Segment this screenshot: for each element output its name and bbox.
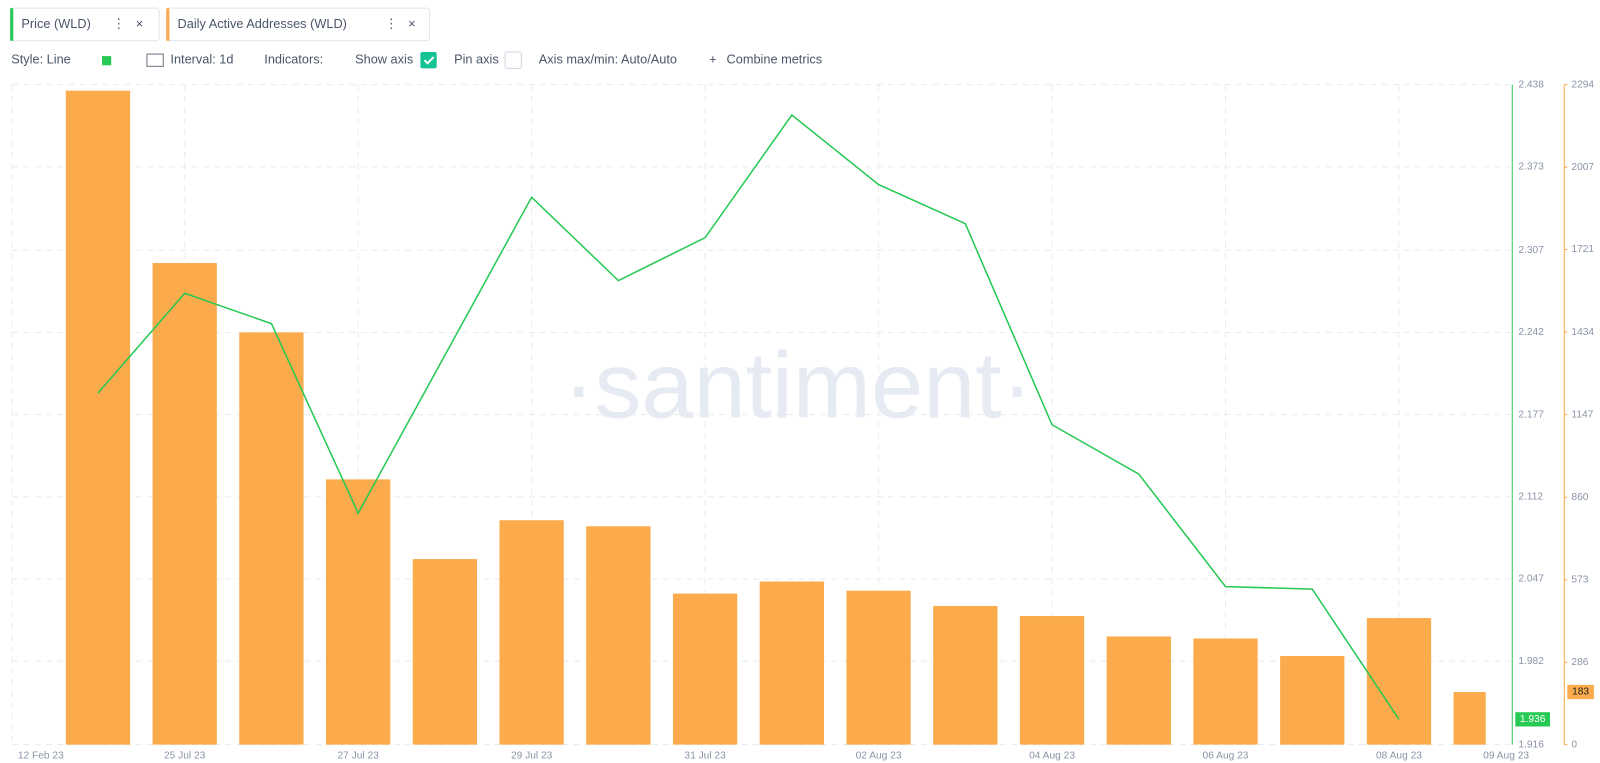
y2-tick-label: 1147: [1571, 409, 1593, 420]
tab-close[interactable]: ×: [408, 16, 415, 31]
bar: [1106, 636, 1171, 745]
bar: [933, 605, 998, 745]
bar: [672, 593, 738, 745]
bar: [1280, 656, 1345, 745]
y-tick-label: 1.982: [1518, 656, 1544, 667]
x-tick-label: 02 Aug 23: [856, 751, 902, 762]
x-start-label: 12 Feb 23: [18, 751, 64, 762]
y-tick-label: 2.242: [1518, 327, 1544, 338]
style-control[interactable]: Style: Line: [11, 52, 71, 67]
bar: [1019, 616, 1085, 745]
bar: [326, 479, 391, 745]
y-tick-label: 2.112: [1518, 492, 1543, 503]
x-tick-label: 25 Jul 23: [164, 751, 206, 762]
x-tick-label: 06 Aug 23: [1203, 751, 1249, 762]
bar: [239, 332, 304, 745]
bar: [586, 526, 651, 745]
pin-axis-checkbox[interactable]: [504, 51, 522, 69]
last-price-badge: [1515, 712, 1550, 727]
bar: [1453, 691, 1486, 745]
tab-label: Daily Active Addresses (WLD): [178, 16, 347, 31]
y-tick-label: 1.916: [1518, 739, 1544, 750]
y2-tick-label: 573: [1571, 574, 1588, 585]
y-tick-label: 2.373: [1518, 162, 1544, 173]
last-dau-badge: [1567, 684, 1594, 700]
tab-accent: [166, 8, 170, 41]
y2-tick-label: 860: [1571, 492, 1588, 503]
bar: [499, 520, 564, 745]
x-tick-label: 31 Jul 23: [684, 751, 726, 762]
check-icon: [423, 56, 435, 65]
tab-menu[interactable]: ⋮: [385, 16, 398, 31]
pin-axis-label: Pin axis: [454, 52, 499, 67]
tab-close[interactable]: ×: [136, 16, 143, 31]
interval-control[interactable]: Interval: 1d: [170, 52, 233, 67]
show-axis-checkbox[interactable]: [420, 52, 437, 69]
y2-tick-label: 286: [1571, 657, 1588, 668]
bar: [1366, 618, 1432, 745]
bars: [65, 90, 1486, 745]
y-tick-label: 2.177: [1518, 409, 1544, 420]
x-tick-label: 09 Aug 23: [1483, 751, 1529, 762]
y2-tick-label: 0: [1571, 739, 1577, 750]
axis-minmax-control[interactable]: Axis max/min: Auto/Auto: [539, 52, 677, 67]
price-line: [97, 113, 1400, 720]
x-tick-label: 27 Jul 23: [337, 751, 379, 762]
last-price-label: 1.936: [1520, 714, 1546, 725]
interval-icon: [146, 53, 164, 67]
bar: [846, 590, 911, 745]
bar: [1193, 638, 1258, 745]
y2-tick-label: 1434: [1571, 327, 1594, 338]
show-axis-label: Show axis: [355, 52, 413, 67]
bar: [412, 559, 478, 745]
y2-tick-label: 2007: [1571, 162, 1594, 173]
x-tick-label: 04 Aug 23: [1029, 751, 1075, 762]
x-tick-label: 29 Jul 23: [511, 751, 553, 762]
tab-menu[interactable]: ⋮: [112, 16, 125, 31]
bar: [65, 90, 131, 745]
y2-tick-label: 2294: [1571, 79, 1594, 90]
color-swatch[interactable]: [102, 56, 112, 66]
y2-tick-label: 1721: [1571, 244, 1594, 255]
combine-metrics[interactable]: Combine metrics: [727, 52, 823, 67]
plus-icon: +: [709, 52, 716, 67]
tab-label: Price (WLD): [21, 16, 90, 31]
y-tick-label: 2.307: [1518, 245, 1544, 256]
tab-accent: [10, 8, 14, 41]
watermark: ·santiment·: [563, 333, 1033, 438]
y-tick-label: 2.438: [1518, 79, 1544, 90]
y-tick-label: 2.047: [1518, 574, 1544, 585]
bar: [152, 263, 217, 745]
last-dau-label: 183: [1572, 687, 1589, 698]
bar: [759, 581, 824, 745]
x-tick-label: 08 Aug 23: [1376, 751, 1422, 762]
indicators-control[interactable]: Indicators:: [264, 52, 323, 67]
